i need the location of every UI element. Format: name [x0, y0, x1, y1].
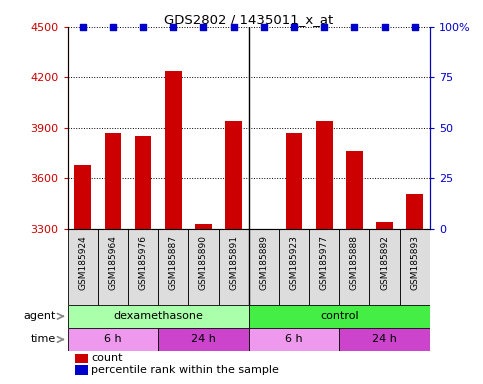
- FancyBboxPatch shape: [158, 229, 188, 305]
- Text: GSM185923: GSM185923: [289, 235, 298, 290]
- FancyBboxPatch shape: [369, 229, 400, 305]
- Text: GSM185887: GSM185887: [169, 235, 178, 290]
- FancyBboxPatch shape: [400, 229, 430, 305]
- FancyBboxPatch shape: [309, 229, 339, 305]
- Text: count: count: [91, 353, 123, 363]
- FancyBboxPatch shape: [68, 229, 98, 305]
- Text: 6 h: 6 h: [285, 334, 303, 344]
- Point: [139, 24, 147, 30]
- Point: [109, 24, 117, 30]
- Bar: [346, 152, 363, 229]
- Point: [230, 24, 238, 30]
- Text: GSM185977: GSM185977: [320, 235, 329, 290]
- FancyBboxPatch shape: [128, 229, 158, 305]
- Text: GSM185888: GSM185888: [350, 235, 359, 290]
- FancyBboxPatch shape: [279, 229, 309, 305]
- Point: [411, 24, 419, 30]
- Bar: [226, 121, 242, 229]
- Point: [320, 24, 328, 30]
- Text: time: time: [30, 334, 56, 344]
- Text: GSM185976: GSM185976: [139, 235, 148, 290]
- Point: [290, 24, 298, 30]
- Point: [381, 24, 388, 30]
- Text: GSM185892: GSM185892: [380, 235, 389, 290]
- FancyBboxPatch shape: [98, 229, 128, 305]
- Text: GSM185891: GSM185891: [229, 235, 238, 290]
- FancyBboxPatch shape: [68, 305, 249, 328]
- FancyBboxPatch shape: [68, 328, 158, 351]
- Bar: [376, 222, 393, 229]
- Point: [351, 24, 358, 30]
- Point: [170, 24, 177, 30]
- Bar: [407, 194, 423, 229]
- FancyBboxPatch shape: [158, 328, 249, 351]
- Point: [260, 24, 268, 30]
- FancyBboxPatch shape: [188, 229, 219, 305]
- Text: agent: agent: [23, 311, 56, 321]
- Text: percentile rank within the sample: percentile rank within the sample: [91, 365, 279, 375]
- Bar: [75, 354, 87, 363]
- Text: GSM185924: GSM185924: [78, 235, 87, 290]
- Text: 24 h: 24 h: [191, 334, 216, 344]
- Bar: [316, 121, 332, 229]
- FancyBboxPatch shape: [339, 328, 430, 351]
- Text: control: control: [320, 311, 358, 321]
- Title: GDS2802 / 1435011_x_at: GDS2802 / 1435011_x_at: [164, 13, 333, 26]
- Text: dexamethasone: dexamethasone: [113, 311, 203, 321]
- Bar: [105, 133, 121, 229]
- Bar: [256, 229, 272, 231]
- Text: 6 h: 6 h: [104, 334, 122, 344]
- FancyBboxPatch shape: [249, 328, 339, 351]
- FancyBboxPatch shape: [249, 229, 279, 305]
- Point: [79, 24, 86, 30]
- Bar: [135, 136, 151, 229]
- Bar: [165, 71, 182, 229]
- Text: GSM185893: GSM185893: [410, 235, 419, 290]
- Bar: [195, 224, 212, 229]
- Bar: [286, 133, 302, 229]
- Text: 24 h: 24 h: [372, 334, 397, 344]
- Bar: [75, 365, 87, 375]
- Point: [199, 24, 207, 30]
- FancyBboxPatch shape: [249, 305, 430, 328]
- FancyBboxPatch shape: [219, 229, 249, 305]
- Text: GSM185890: GSM185890: [199, 235, 208, 290]
- Text: GSM185964: GSM185964: [108, 235, 117, 290]
- Bar: [74, 165, 91, 229]
- FancyBboxPatch shape: [339, 229, 369, 305]
- Text: GSM185889: GSM185889: [259, 235, 269, 290]
